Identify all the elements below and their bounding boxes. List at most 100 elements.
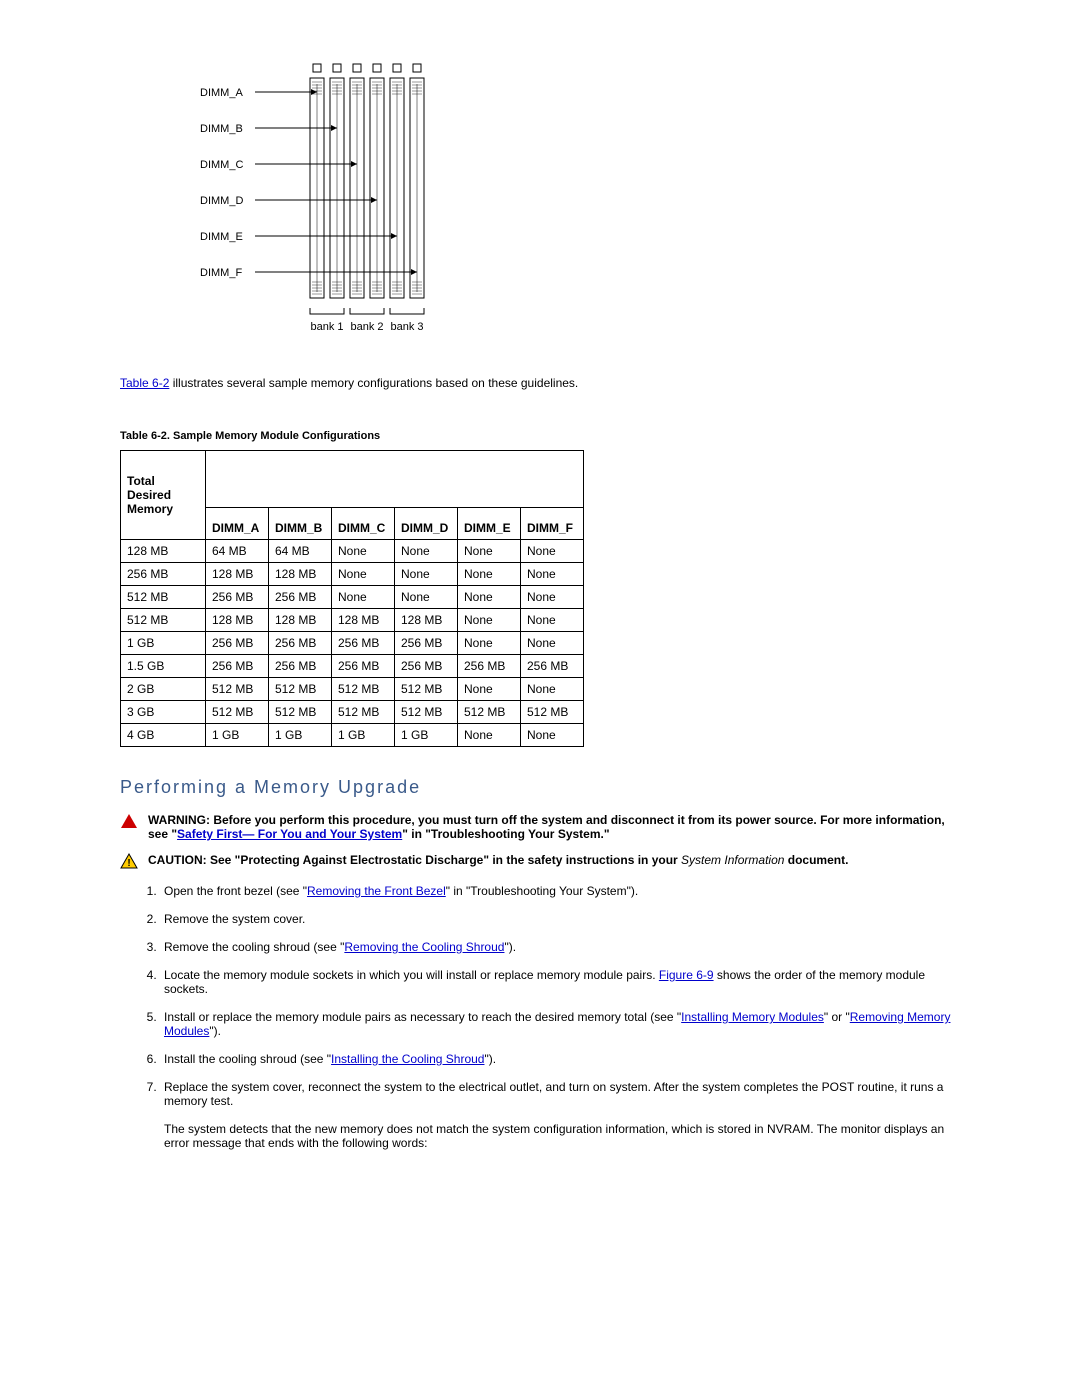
dimm-cell: 512 MB: [206, 678, 269, 701]
svg-text:!: !: [127, 858, 130, 869]
warning-label: WARNING:: [148, 813, 213, 827]
table-row: 2 GB512 MB512 MB512 MB512 MBNoneNone: [121, 678, 584, 701]
dimm-cell: None: [458, 563, 521, 586]
step-7: Replace the system cover, reconnect the …: [160, 1080, 960, 1150]
total-memory-cell: 128 MB: [121, 540, 206, 563]
total-memory-cell: 1.5 GB: [121, 655, 206, 678]
dimm-cell: None: [332, 563, 395, 586]
dimm-cell: None: [521, 609, 584, 632]
intro-paragraph: Table 6-2 illustrates several sample mem…: [120, 376, 960, 390]
dimm-cell: 128 MB: [395, 609, 458, 632]
installing-cooling-shroud-link[interactable]: Installing the Cooling Shroud: [331, 1052, 484, 1066]
dimm-diagram: bank 1bank 2bank 3DIMM_ADIMM_BDIMM_CDIMM…: [160, 60, 960, 351]
caution-text: CAUTION: See "Protecting Against Electro…: [148, 853, 960, 867]
dimm-cell: None: [458, 678, 521, 701]
step-7-b: The system detects that the new memory d…: [164, 1122, 960, 1150]
dimm-cell: 128 MB: [332, 609, 395, 632]
dimm-cell: None: [521, 586, 584, 609]
step-1-post: " in "Troubleshooting Your System").: [446, 884, 638, 898]
table-row: 1 GB256 MB256 MB256 MB256 MBNoneNone: [121, 632, 584, 655]
step-5: Install or replace the memory module pai…: [160, 1010, 960, 1038]
warning-icon: [120, 813, 142, 832]
total-memory-cell: 4 GB: [121, 724, 206, 747]
section-heading: Performing a Memory Upgrade: [120, 777, 960, 798]
caution-pre: See "Protecting Against Electrostatic Di…: [210, 853, 681, 867]
table-6-2-link[interactable]: Table 6-2: [120, 376, 169, 390]
step-3-post: ").: [504, 940, 516, 954]
dimm-cell: None: [458, 632, 521, 655]
dimm-diagram-svg: bank 1bank 2bank 3DIMM_ADIMM_BDIMM_CDIMM…: [160, 60, 484, 348]
table-row: 3 GB512 MB512 MB512 MB512 MB512 MB512 MB: [121, 701, 584, 724]
removing-front-bezel-link[interactable]: Removing the Front Bezel: [307, 884, 446, 898]
svg-text:DIMM_A: DIMM_A: [200, 87, 243, 99]
caution-post: document.: [784, 853, 848, 867]
dimm-cell: 256 MB: [332, 655, 395, 678]
dimm-cell: None: [521, 563, 584, 586]
svg-text:bank 3: bank 3: [390, 321, 423, 333]
dimm-cell: 512 MB: [458, 701, 521, 724]
table-row: 1.5 GB256 MB256 MB256 MB256 MB256 MB256 …: [121, 655, 584, 678]
dimm-cell: None: [332, 586, 395, 609]
total-memory-cell: 3 GB: [121, 701, 206, 724]
installing-memory-modules-link[interactable]: Installing Memory Modules: [681, 1010, 824, 1024]
step-6-pre: Install the cooling shroud (see ": [164, 1052, 331, 1066]
dimm-header: DIMM_F: [521, 508, 584, 540]
dimm-cell: None: [521, 540, 584, 563]
dimm-cell: 256 MB: [269, 586, 332, 609]
warning-text: WARNING: Before you perform this procedu…: [148, 813, 960, 841]
dimm-cell: None: [395, 563, 458, 586]
dimm-cell: None: [395, 540, 458, 563]
figure-6-9-link[interactable]: Figure 6-9: [659, 968, 714, 982]
dimm-cell: None: [332, 540, 395, 563]
caution-label: CAUTION:: [148, 853, 210, 867]
total-memory-cell: 2 GB: [121, 678, 206, 701]
step-4-pre: Locate the memory module sockets in whic…: [164, 968, 659, 982]
warning-post: " in "Troubleshooting Your System.": [402, 827, 609, 841]
warning-notice: WARNING: Before you perform this procedu…: [120, 813, 960, 841]
svg-text:DIMM_D: DIMM_D: [200, 195, 243, 207]
total-memory-cell: 512 MB: [121, 586, 206, 609]
dimm-cell: 512 MB: [269, 678, 332, 701]
caution-icon: !: [120, 853, 142, 872]
dimm-header: DIMM_B: [269, 508, 332, 540]
dimm-cell: 1 GB: [395, 724, 458, 747]
table-row: 4 GB1 GB1 GB1 GB1 GBNoneNone: [121, 724, 584, 747]
dimm-cell: 128 MB: [206, 609, 269, 632]
caution-italic: System Information: [681, 853, 784, 867]
dimm-cell: 512 MB: [332, 678, 395, 701]
dimm-cell: 512 MB: [206, 701, 269, 724]
dimm-cell: None: [458, 540, 521, 563]
svg-text:DIMM_F: DIMM_F: [200, 267, 242, 279]
table-corner-header: Total Desired Memory: [121, 451, 206, 540]
step-7-a: Replace the system cover, reconnect the …: [164, 1080, 943, 1108]
step-5-post: ").: [209, 1024, 221, 1038]
step-5-mid: " or ": [824, 1010, 850, 1024]
svg-text:bank 1: bank 1: [310, 321, 343, 333]
dimm-cell: 256 MB: [332, 632, 395, 655]
step-6-post: ").: [484, 1052, 496, 1066]
step-4: Locate the memory module sockets in whic…: [160, 968, 960, 996]
step-3: Remove the cooling shroud (see "Removing…: [160, 940, 960, 954]
dimm-cell: 256 MB: [206, 655, 269, 678]
table-caption: Table 6-2. Sample Memory Module Configur…: [120, 430, 960, 442]
total-memory-cell: 1 GB: [121, 632, 206, 655]
intro-text: illustrates several sample memory config…: [169, 376, 578, 390]
dimm-cell: 256 MB: [206, 632, 269, 655]
step-2: Remove the system cover.: [160, 912, 960, 926]
table-row: 128 MB64 MB64 MBNoneNoneNoneNone: [121, 540, 584, 563]
dimm-cell: None: [458, 586, 521, 609]
removing-cooling-shroud-link[interactable]: Removing the Cooling Shroud: [344, 940, 504, 954]
step-1-pre: Open the front bezel (see ": [164, 884, 307, 898]
dimm-cell: None: [458, 724, 521, 747]
dimm-cell: 1 GB: [269, 724, 332, 747]
dimm-cell: 1 GB: [332, 724, 395, 747]
table-header-blank: [206, 451, 584, 508]
step-6: Install the cooling shroud (see "Install…: [160, 1052, 960, 1066]
dimm-cell: 512 MB: [269, 701, 332, 724]
total-memory-cell: 256 MB: [121, 563, 206, 586]
dimm-cell: 256 MB: [206, 586, 269, 609]
svg-text:DIMM_C: DIMM_C: [200, 159, 243, 171]
safety-first-link[interactable]: Safety First— For You and Your System: [177, 827, 402, 841]
dimm-cell: None: [521, 678, 584, 701]
memory-config-table: Total Desired Memory DIMM_ADIMM_BDIMM_CD…: [120, 450, 584, 747]
